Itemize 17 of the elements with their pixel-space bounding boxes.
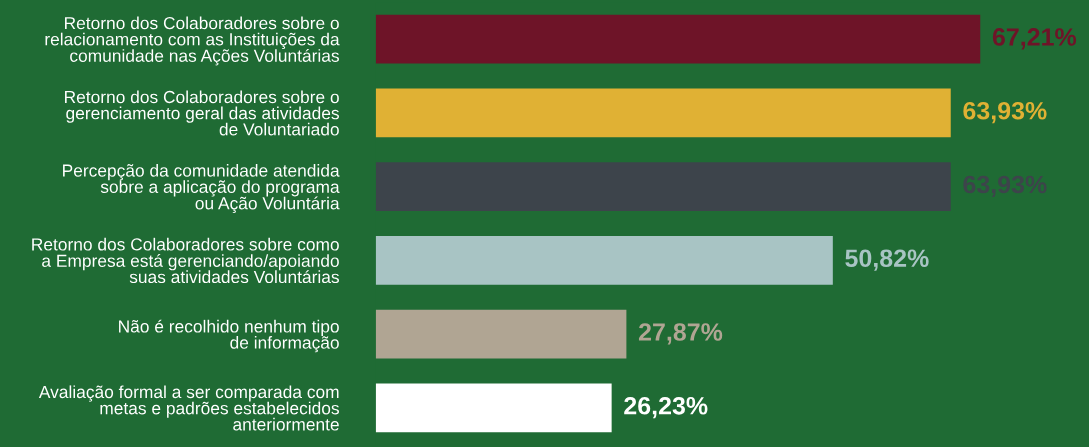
- bar: [375, 383, 612, 433]
- bar: [375, 309, 627, 359]
- y-tick-label: Retorno dos Colaboradores sobre como a Empresa está gerenciando/apoiando suas atividades Voluntárias: [32, 237, 339, 284]
- data-label: 50,82%: [845, 249, 929, 271]
- bar: [375, 88, 951, 138]
- data-label: 63,93%: [963, 101, 1047, 124]
- y-tick-label: Retorno dos Colaboradores sobre o relacionamento com as Instituições da comunidade nas Ações Voluntárias: [45, 16, 340, 66]
- y-tick-label: Percepção da comunidade atendida sobre a aplicação do programa ou Ação Voluntária: [63, 163, 340, 213]
- y-tick-label: Retorno dos Colaboradores sobre o gerenciamento geral das atividades de Voluntariado: [65, 90, 339, 136]
- data-label: 67,21%: [992, 28, 1077, 50]
- bar: [375, 236, 833, 285]
- y-tick-label: Não é recolhido nenhum tipo de informação: [119, 319, 339, 353]
- data-label: 26,23%: [624, 396, 708, 419]
- y-tick-label: Avaliação formal a ser comparada com metas e padrões estabelecidos anteriormente: [38, 385, 339, 431]
- bar: [375, 14, 981, 64]
- data-label: 27,87%: [638, 323, 723, 345]
- bar: [375, 162, 951, 211]
